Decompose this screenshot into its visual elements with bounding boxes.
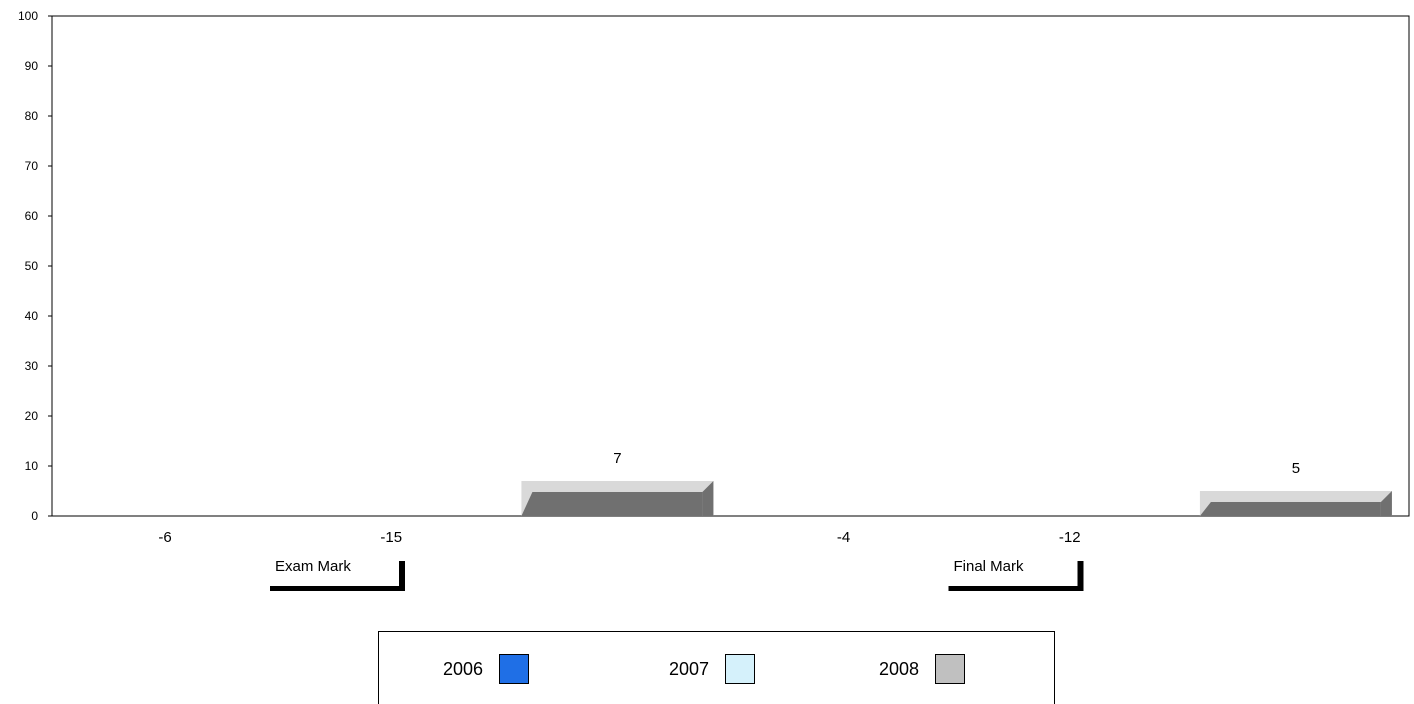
y-axis-ticks: 0 10 20 30 40 50 60 70 80 90 100 [18,9,52,523]
y-tick-label: 40 [25,309,39,323]
group-label-text: Exam Mark [275,558,351,575]
legend-item-2006: 2006 [443,653,530,685]
bars: 75 [521,450,1392,516]
group-bracket-side [399,561,405,591]
y-tick-label: 20 [25,409,39,423]
legend-label-2008: 2008 [879,658,920,679]
bar-value-label: 5 [1292,460,1300,477]
legend-item-2008: 2008 [879,653,966,685]
bar [521,481,714,516]
legend-label-2007: 2007 [669,658,710,679]
legend-swatch-2006 [499,654,530,684]
category-value-label: -4 [837,529,850,546]
y-tick-label: 70 [25,159,39,173]
group-labels: Exam Mark Final Mark [270,558,1084,591]
y-tick-label: 10 [25,459,39,473]
bar-side-face [702,481,714,516]
group-label-text: Final Mark [954,558,1025,575]
y-tick-label: 80 [25,109,39,123]
y-tick-label: 50 [25,259,39,273]
y-tick-label: 30 [25,359,39,373]
category-value-labels: -6 -15 -4 -12 [158,529,1080,546]
legend-swatch-2008 [935,654,966,684]
bar-front-face [1199,502,1381,516]
y-tick-label: 60 [25,209,39,223]
group-bracket-bottom [948,586,1084,591]
legend-swatch-2007 [725,654,756,684]
group-bracket-side [1077,561,1084,591]
category-value-label: -12 [1059,529,1081,546]
bar-side-face [1380,491,1392,516]
plot-area [51,15,1410,517]
category-value-label: -15 [380,529,402,546]
y-tick-label: 90 [25,59,39,73]
group-bracket-bottom [270,586,405,591]
legend-item-2007: 2007 [669,653,756,685]
legend: 2006 2007 2008 [378,631,1055,704]
legend-label-2006: 2006 [443,658,484,679]
category-value-label: -6 [158,529,171,546]
bar-value-label: 7 [613,450,621,467]
bar-front-face [521,492,703,516]
group-label: Exam Mark [270,558,405,591]
y-tick-label: 100 [18,9,38,23]
y-tick-label: 0 [31,509,38,523]
group-label: Final Mark [948,558,1084,591]
bar [1199,491,1392,516]
